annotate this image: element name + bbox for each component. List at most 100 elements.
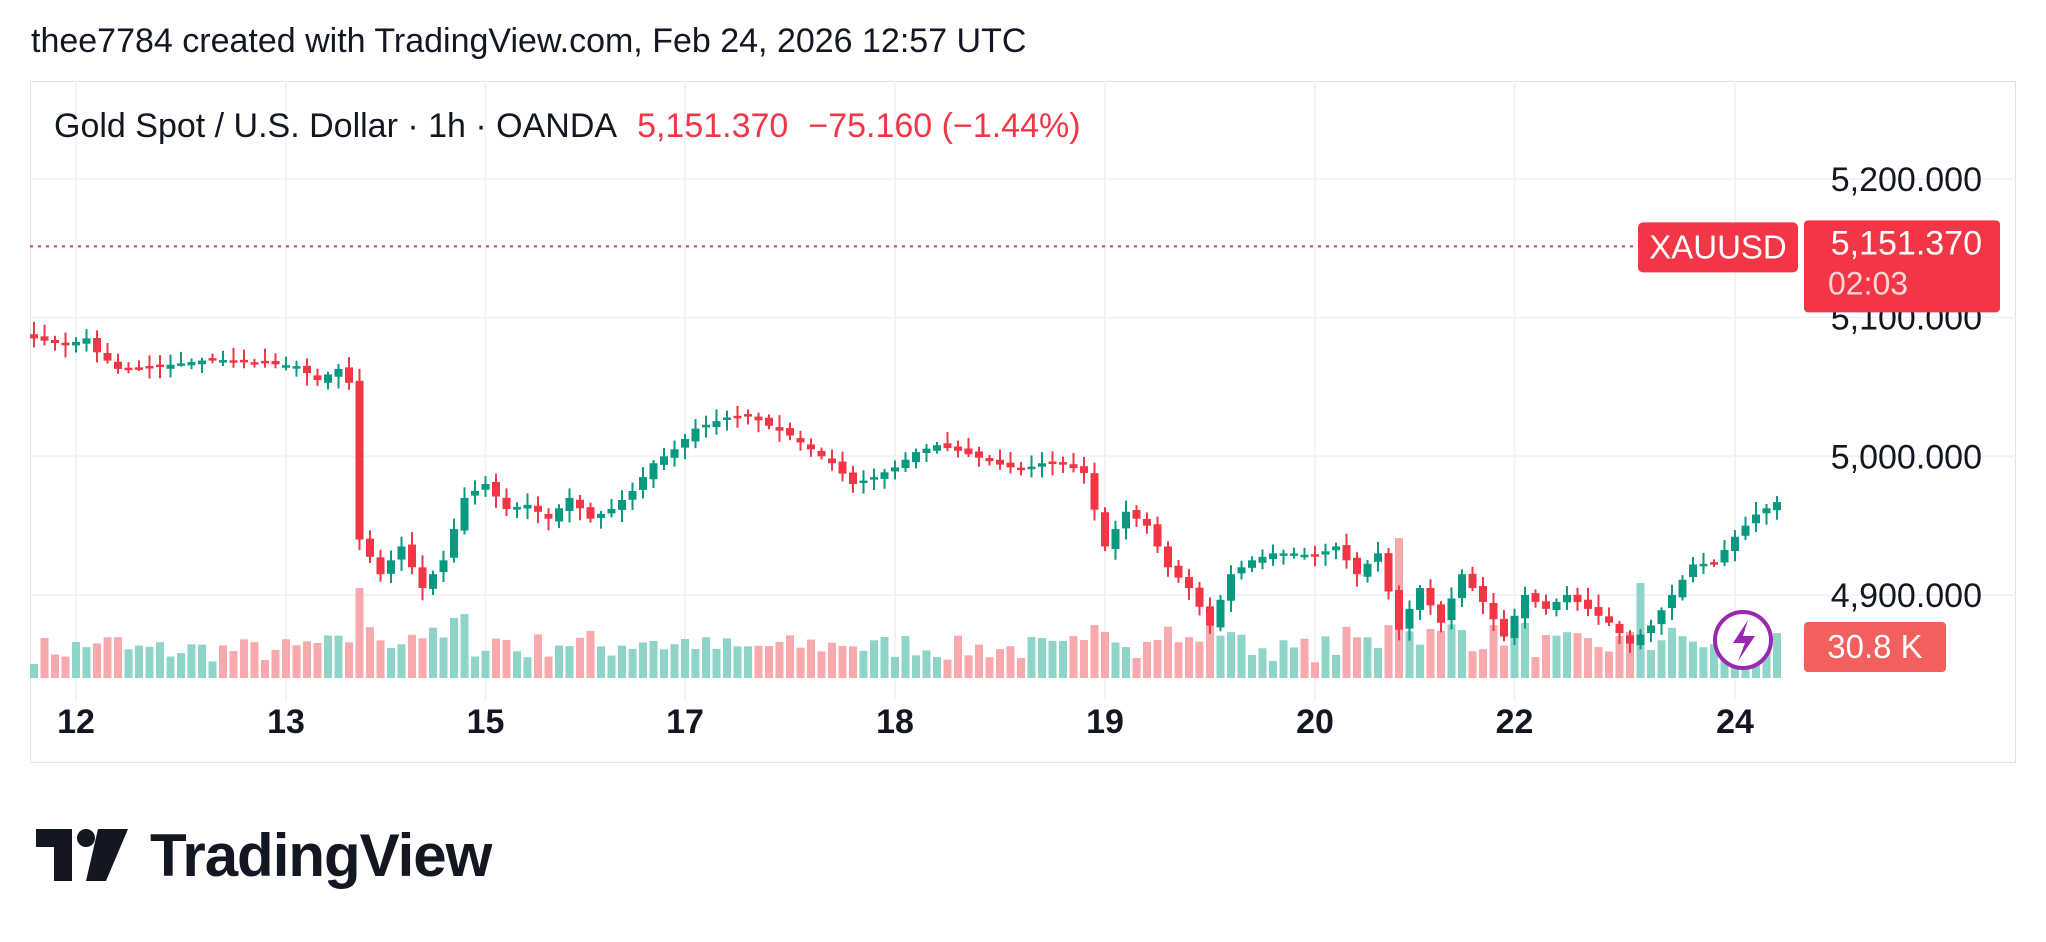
candle-body[interactable]: [1395, 589, 1403, 630]
candle-body[interactable]: [1426, 587, 1435, 606]
candle-body[interactable]: [271, 361, 280, 365]
candle-body[interactable]: [1678, 579, 1687, 598]
candle-body[interactable]: [1279, 553, 1288, 556]
candle-body[interactable]: [219, 360, 227, 363]
candle-body[interactable]: [828, 458, 836, 464]
candle-body[interactable]: [460, 497, 469, 531]
candle-body[interactable]: [534, 505, 542, 512]
candle-body[interactable]: [849, 472, 857, 485]
candle-body[interactable]: [103, 353, 112, 361]
candle-body[interactable]: [1573, 594, 1582, 602]
candle-body[interactable]: [313, 375, 322, 381]
candle-body[interactable]: [1069, 464, 1078, 469]
candle-body[interactable]: [1185, 577, 1193, 589]
candle-body[interactable]: [597, 513, 605, 519]
candle-body[interactable]: [1090, 473, 1099, 510]
candle-body[interactable]: [1668, 595, 1676, 608]
candle-body[interactable]: [240, 359, 248, 363]
candle-body[interactable]: [418, 567, 427, 589]
candle-body[interactable]: [1521, 595, 1529, 619]
candle-body[interactable]: [145, 366, 154, 369]
candle-body[interactable]: [1384, 553, 1393, 592]
candle-body[interactable]: [366, 538, 374, 557]
candle-body[interactable]: [1752, 514, 1760, 524]
candle-body[interactable]: [723, 417, 731, 420]
candle-body[interactable]: [586, 507, 595, 519]
candle-body[interactable]: [1605, 616, 1613, 623]
candle-body[interactable]: [1489, 603, 1498, 620]
candle-body[interactable]: [1500, 618, 1508, 637]
candle-body[interactable]: [471, 490, 479, 496]
candle-body[interactable]: [880, 472, 889, 479]
candle-body[interactable]: [1311, 554, 1319, 557]
candle-body[interactable]: [1762, 508, 1771, 514]
candle-body[interactable]: [943, 443, 952, 448]
candle-body[interactable]: [985, 458, 994, 462]
candle-body[interactable]: [1195, 587, 1204, 607]
candle-body[interactable]: [1437, 604, 1445, 623]
candle-body[interactable]: [439, 560, 448, 573]
candle-body[interactable]: [1731, 536, 1739, 552]
candle-body[interactable]: [702, 424, 710, 428]
candle-body[interactable]: [1174, 565, 1183, 578]
candle-body[interactable]: [1038, 463, 1046, 467]
candle-body[interactable]: [1027, 466, 1036, 470]
candle-body[interactable]: [523, 504, 532, 509]
candle-body[interactable]: [1290, 553, 1298, 556]
candle-body[interactable]: [1006, 462, 1015, 468]
candle-body[interactable]: [513, 506, 521, 510]
candle-body[interactable]: [61, 342, 70, 346]
candle-body[interactable]: [1626, 635, 1634, 644]
candle-body[interactable]: [838, 461, 847, 474]
candle-body[interactable]: [975, 451, 983, 458]
candle-body[interactable]: [1248, 560, 1256, 568]
candle-body[interactable]: [187, 361, 196, 366]
candle-body[interactable]: [1710, 562, 1718, 565]
candle-body[interactable]: [744, 414, 752, 417]
candle-body[interactable]: [691, 428, 700, 442]
candle-body[interactable]: [1153, 524, 1162, 547]
candle-body[interactable]: [786, 428, 794, 436]
candle-body[interactable]: [355, 380, 364, 540]
candle-body[interactable]: [1017, 467, 1025, 471]
candle-body[interactable]: [1059, 462, 1067, 465]
candle-body[interactable]: [114, 361, 122, 369]
candle-body[interactable]: [1122, 511, 1130, 529]
candle-body[interactable]: [1405, 608, 1414, 629]
candle-body[interactable]: [40, 336, 49, 341]
candle-body[interactable]: [912, 452, 920, 463]
candle-body[interactable]: [1720, 549, 1729, 563]
candle-body[interactable]: [135, 367, 143, 370]
ticker-tag[interactable]: [1638, 222, 1798, 273]
candle-body[interactable]: [1542, 601, 1550, 609]
candle-body[interactable]: [1332, 546, 1340, 551]
candle-body[interactable]: [82, 338, 91, 344]
candle-body[interactable]: [796, 438, 805, 443]
candle-body[interactable]: [334, 368, 343, 377]
candle-body[interactable]: [450, 529, 458, 558]
candle-body[interactable]: [1699, 563, 1708, 567]
candle-body[interactable]: [544, 513, 553, 519]
candle-body[interactable]: [303, 365, 311, 374]
candle-body[interactable]: [922, 448, 931, 454]
candle-body[interactable]: [1132, 510, 1141, 519]
candle-body[interactable]: [1353, 557, 1361, 575]
candle-body[interactable]: [1227, 574, 1235, 601]
candle-body[interactable]: [859, 480, 868, 484]
candle-body[interactable]: [250, 362, 259, 365]
candle-body[interactable]: [1689, 564, 1697, 578]
candle-body[interactable]: [51, 339, 59, 344]
candle-body[interactable]: [387, 560, 395, 574]
candle-body[interactable]: [1584, 599, 1592, 609]
candle-body[interactable]: [93, 338, 101, 353]
candle-body[interactable]: [198, 360, 206, 365]
candle-body[interactable]: [1342, 545, 1351, 561]
candle-body[interactable]: [1258, 556, 1267, 563]
candle-body[interactable]: [1563, 595, 1571, 603]
candle-body[interactable]: [576, 499, 584, 509]
candle-body[interactable]: [1321, 551, 1330, 555]
candle-body[interactable]: [1416, 588, 1424, 610]
candle-body[interactable]: [1594, 607, 1603, 616]
candle-body[interactable]: [870, 477, 878, 480]
candle-body[interactable]: [964, 448, 973, 455]
